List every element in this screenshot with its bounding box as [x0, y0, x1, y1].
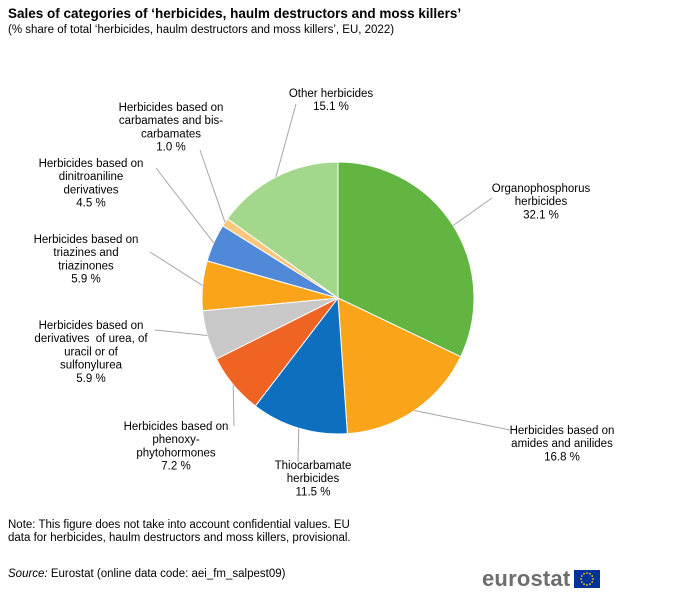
slice-label: Herbicides based on carbamates and bis-ca…	[119, 102, 224, 154]
slice-label-line: Herbicides based on	[119, 102, 224, 114]
flag-star	[581, 581, 584, 583]
slice-label: Herbicides based on triazines and triazino…	[34, 234, 139, 286]
slice-label-line: uracil or of	[64, 346, 118, 358]
leader-line	[452, 197, 493, 226]
slice-label-line: Herbicides based on	[39, 320, 144, 332]
slice-value: 32.1 %	[523, 209, 559, 221]
slice-label-line: Other herbicides	[289, 88, 374, 100]
flag-star	[583, 572, 586, 575]
pie-slice	[337, 161, 475, 358]
slice-label-line: Herbicides based on	[124, 421, 229, 433]
slice-value: 5.9 %	[76, 373, 105, 385]
slice-label-line: phenoxy-	[152, 434, 199, 446]
slice-label-line: amides and anilides	[511, 438, 613, 450]
leader-line	[232, 384, 235, 427]
slice-label: Other herbicides 15.1 %	[289, 88, 374, 113]
slice-label-line: derivatives of urea, of	[34, 333, 148, 345]
flag-star	[589, 572, 592, 575]
slice-label: Herbicides based on amides and anilides 16…	[510, 425, 615, 463]
source-label: Source:	[8, 568, 48, 580]
slice-label-line: herbicides	[287, 473, 340, 485]
chart-subtitle: (% share of total ‘herbicides, haulm des…	[8, 24, 395, 36]
flag-star	[586, 584, 589, 586]
slice-value: 7.2 %	[161, 461, 190, 473]
leader-line	[297, 428, 300, 463]
eurostat-logo: eurostat	[482, 566, 601, 592]
slice-label-line: Herbicides based on	[39, 158, 144, 170]
slice-label-line: Herbicides based on	[510, 425, 615, 437]
flag-star	[583, 583, 586, 586]
leader-line	[155, 167, 215, 244]
flag-star	[580, 578, 583, 580]
leader-line	[149, 251, 203, 287]
slice-label-line: phytohormones	[136, 447, 216, 459]
slice-label-line: herbicides	[515, 196, 568, 208]
slice-label-line: dinitroaniline	[59, 171, 124, 183]
slice-value: 15.1 %	[313, 101, 349, 113]
chart-note: Note: This figure does not take into acc…	[8, 519, 351, 544]
slice-label: Organophosphorus herbicides 32.1 %	[492, 183, 591, 221]
slice-value: 5.9 %	[71, 274, 100, 286]
chart-source: Source: Eurostat (online data code: aei_…	[8, 568, 285, 580]
slice-value: 4.5 %	[76, 198, 105, 210]
flag-star	[586, 572, 589, 574]
pie-slice	[337, 297, 462, 435]
slice-label-line: Thiocarbamate	[275, 460, 352, 472]
slice-value: 11.5 %	[296, 486, 331, 498]
slice-label-line: derivatives	[64, 184, 119, 196]
slice-label: Herbicides based on dinitroaniline derivat…	[39, 158, 144, 210]
slice-label: Herbicides based on phenoxy-phytohormones…	[124, 421, 229, 473]
slice-value: 16.8 %	[544, 451, 580, 463]
leader-lines	[149, 103, 511, 463]
slice-value: 1.0 %	[156, 142, 185, 154]
pie-slices	[201, 161, 475, 435]
leader-line	[275, 103, 297, 178]
slice-label-line: Organophosphorus	[492, 183, 591, 195]
eu-flag-icon	[574, 570, 601, 588]
leader-line	[414, 410, 511, 431]
slice-labels: Organophosphorus herbicides 32.1 %Herbicid…	[34, 88, 615, 498]
leader-line	[154, 329, 208, 336]
slice-label-line: Herbicides based on	[34, 234, 139, 246]
flag-star	[589, 583, 592, 586]
slice-label: Thiocarbamate herbicides 11.5 %	[275, 460, 352, 498]
flag-star	[592, 578, 595, 580]
slice-label-line: carbamates and bis-	[119, 115, 223, 127]
slice-label-line: carbamates	[141, 128, 201, 140]
pie-slice	[226, 161, 339, 299]
pie-slice	[254, 296, 348, 435]
pie-chart: Organophosphorus herbicides 32.1 %Herbicid…	[34, 88, 615, 498]
logo-text: eurostat	[482, 566, 571, 591]
slice-label-line: triazinones	[58, 260, 114, 272]
slice-label-line: triazines and	[53, 247, 118, 259]
chart-title: Sales of categories of ‘herbicides, haul…	[8, 6, 462, 21]
slice-label: Herbicides based on derivatives of urea, …	[34, 320, 148, 385]
flag-star	[591, 575, 594, 577]
flag-star	[581, 575, 584, 577]
leader-line	[199, 149, 226, 223]
flag-star	[591, 581, 594, 583]
slice-label-line: sulfonylurea	[60, 360, 123, 372]
source-text: Eurostat (online data code: aei_fm_salpe…	[47, 568, 286, 580]
